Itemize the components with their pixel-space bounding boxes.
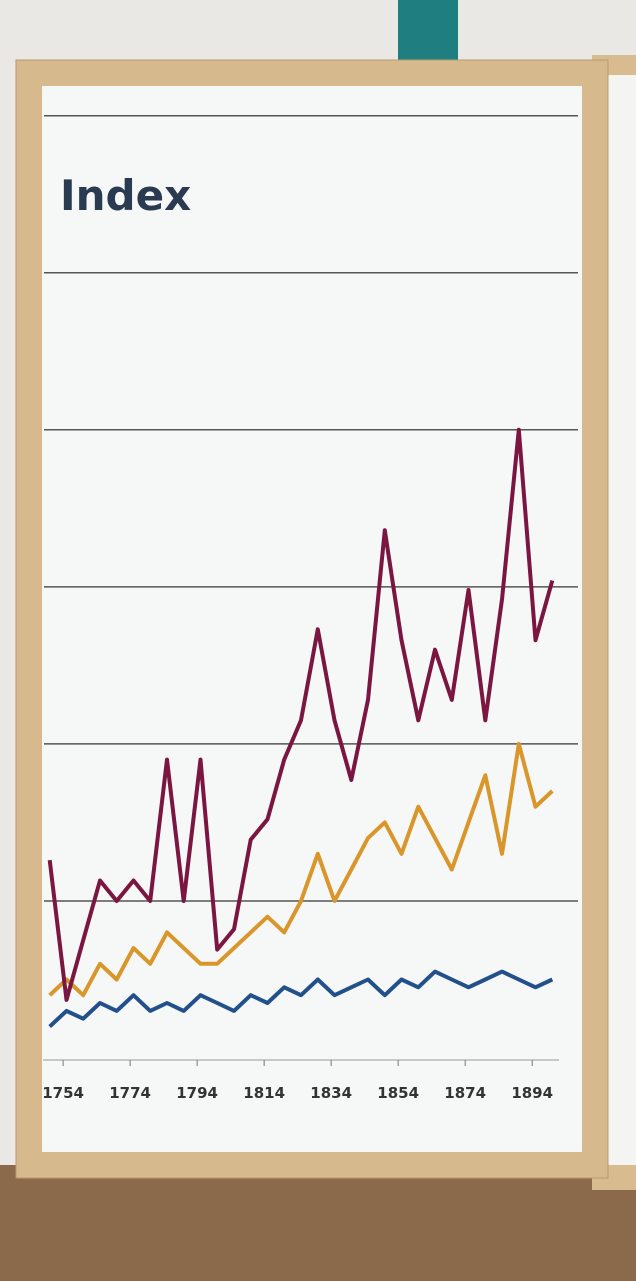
x-tick-label: 1814 [243,1084,285,1102]
floor [0,1165,636,1281]
x-tick-label: 1754 [42,1084,84,1102]
x-tick-label: 1894 [511,1084,553,1102]
x-tick-label: 1874 [444,1084,486,1102]
x-tick-label: 1834 [310,1084,352,1102]
wall-object [398,0,458,62]
side-panel [606,75,636,1165]
x-tick-label: 1794 [176,1084,218,1102]
plot: 1754 1774 1794 1814 1834 1854 1874 1894 [42,114,578,1102]
series-line [48,741,554,998]
x-tick-label: 1774 [109,1084,151,1102]
x-tick-label: 1854 [377,1084,419,1102]
chart-title: Index [60,171,191,220]
series-line [48,969,554,1029]
series-line [47,427,555,1002]
